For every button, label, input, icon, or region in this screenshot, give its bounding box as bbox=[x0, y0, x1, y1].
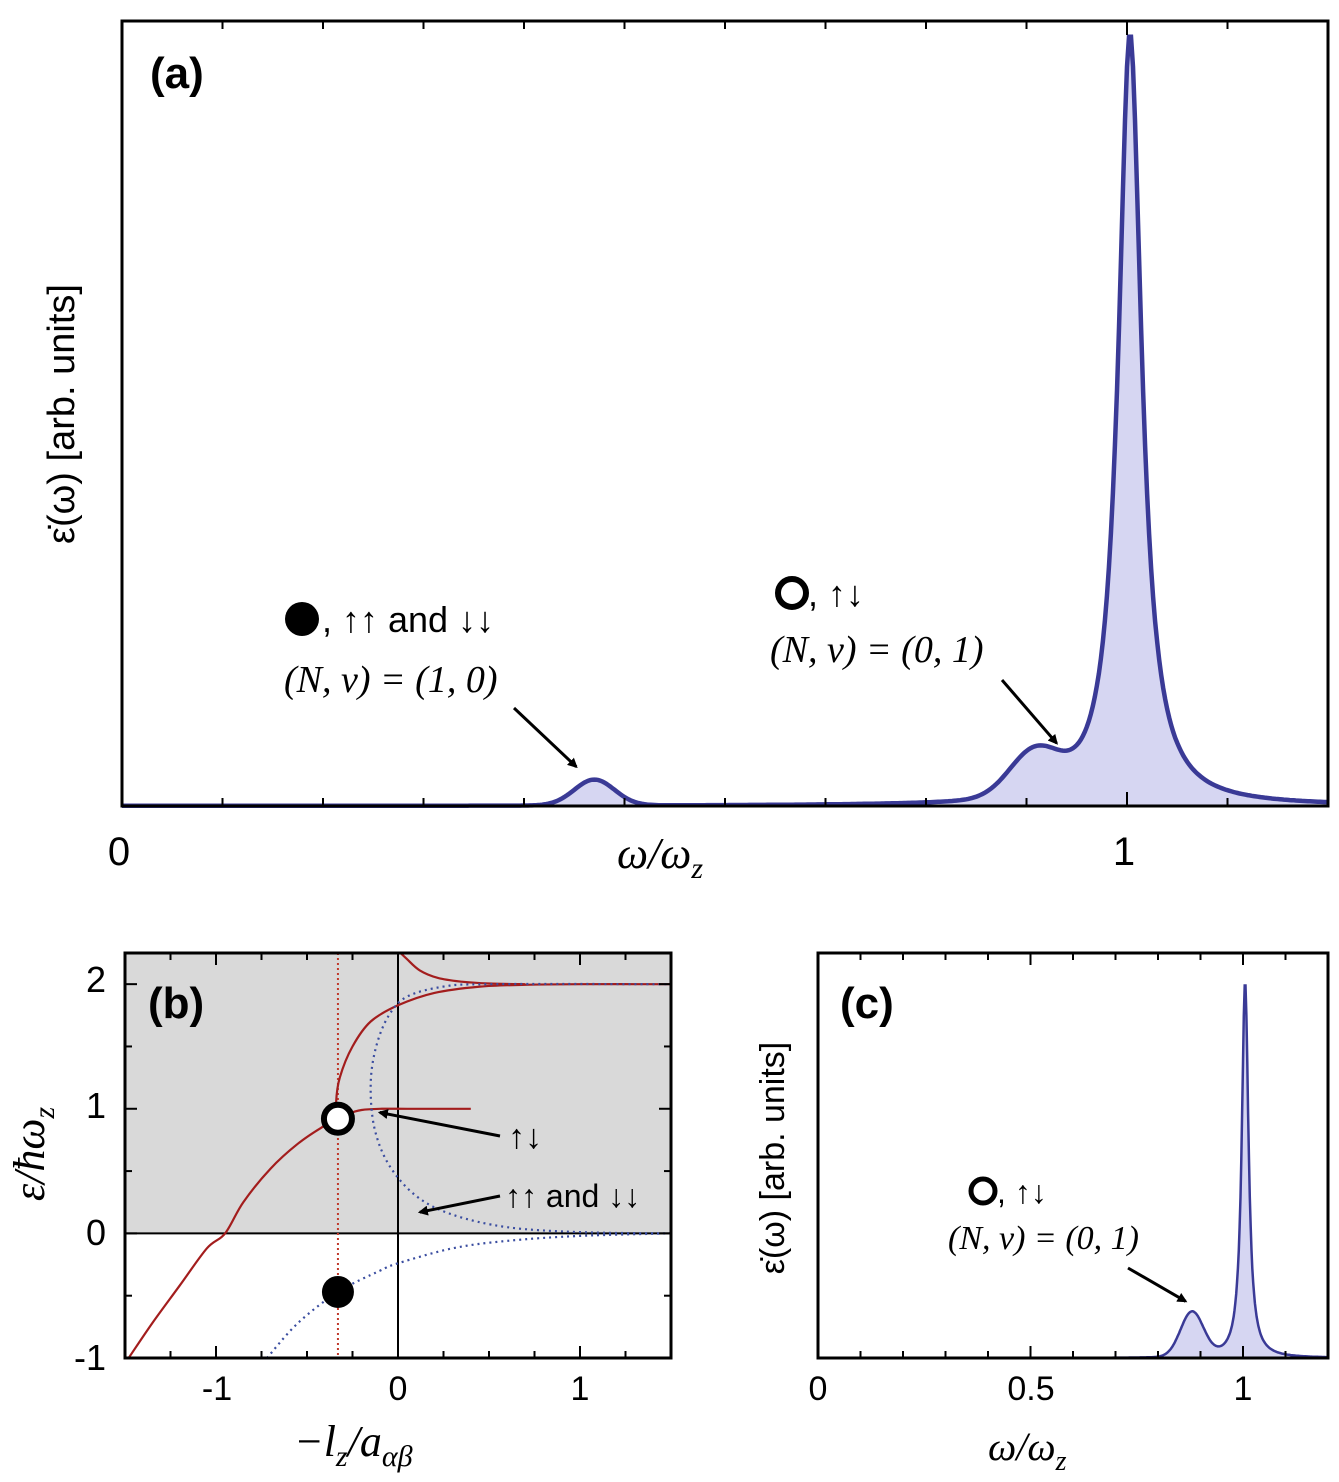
panel-b-xtick-0: 0 bbox=[389, 1370, 408, 1408]
panel-a-annotation-1-line1: , ↑↑ and ↓↓ bbox=[322, 599, 494, 640]
panel-a-arrow-2 bbox=[1000, 679, 1058, 745]
panel-b-annotation-1: ↑↓ bbox=[508, 1118, 542, 1156]
panel-c-xlabel: ω/ωz bbox=[988, 1424, 1067, 1477]
panel-a-annotation-2-line2: (N, ν) = (0, 1) bbox=[770, 629, 983, 671]
panel-b-open-circle-marker bbox=[320, 1101, 355, 1136]
panel-b-annotation-2: ↑↑ and ↓↓ bbox=[505, 1178, 640, 1214]
panel-a-label: (a) bbox=[150, 49, 204, 98]
panel-b-ytick-1: 1 bbox=[86, 1085, 106, 1126]
panel-b-series-5 bbox=[369, 982, 671, 1235]
panel-b-xlabel: −lz/aαβ bbox=[294, 1417, 413, 1473]
panel-b-series-1 bbox=[127, 1117, 339, 1358]
panel-a-xlabel: ω/ωz bbox=[617, 829, 703, 885]
panel-c-annotation-line1: , ↑↓ bbox=[997, 1174, 1047, 1210]
panel-c-ylabel: ε̇(ω) [arb. units] bbox=[754, 1042, 792, 1275]
panel-b-xtick-1: 1 bbox=[571, 1370, 590, 1408]
panel-b-ytick-0: 0 bbox=[86, 1212, 106, 1253]
panel-b-series-3 bbox=[398, 953, 526, 986]
panel-c: (c) 0 0.5 1 ω/ωz ε̇(ω) [arb. units] , ↑↓… bbox=[754, 951, 1330, 1477]
panel-a-open-circle-icon bbox=[775, 576, 809, 610]
panel-c-xtick-05: 0.5 bbox=[1007, 1370, 1054, 1408]
panel-b-ytick-2: 2 bbox=[86, 959, 106, 1000]
panel-b-ticks bbox=[124, 953, 672, 1359]
panel-b-series-2 bbox=[334, 983, 671, 1120]
panel-a-annotation-1-line2: (N, ν) = (1, 0) bbox=[284, 659, 497, 701]
panel-c-xtick-1: 1 bbox=[1234, 1370, 1253, 1408]
panel-b-ylabel: ε/ħωz bbox=[5, 1107, 61, 1202]
panel-b-xtick-neg1: -1 bbox=[202, 1370, 232, 1408]
panel-b-series bbox=[127, 953, 671, 1358]
panel-c-xtick-0: 0 bbox=[809, 1370, 828, 1408]
panel-c-open-circle-icon bbox=[968, 1176, 998, 1206]
panel-c-arrow bbox=[1127, 1266, 1188, 1303]
panel-a-ylabel: ε̇(ω) [arb. units] bbox=[41, 284, 83, 544]
panel-a-arrow-1 bbox=[512, 706, 578, 769]
panel-b: (b) -1 0 1 2 1 0 -1 −lz/aαβ ε/ħωz ↑↓ ↑↑ … bbox=[5, 951, 673, 1473]
panel-b-arrow-1 bbox=[377, 1109, 501, 1138]
panel-a-xtick-1: 1 bbox=[1113, 830, 1135, 874]
panel-a-ticks bbox=[121, 21, 1329, 806]
panel-c-label: (c) bbox=[840, 979, 894, 1028]
panel-b-label: (b) bbox=[148, 979, 204, 1028]
panel-c-annotation-line2: (N, ν) = (0, 1) bbox=[948, 1220, 1139, 1257]
panel-b-ytick-neg1: -1 bbox=[74, 1337, 106, 1378]
panel-a-filled-circle-icon bbox=[285, 602, 319, 636]
panel-c-ticks bbox=[817, 953, 1329, 1358]
panel-b-arrow-2 bbox=[417, 1194, 501, 1216]
panel-a-annotation-2-line1: , ↑↓ bbox=[808, 573, 864, 614]
panel-c-area-fill bbox=[818, 985, 1328, 1358]
panel-a: (a) 0 1 ω/ωz ε̇(ω) [arb. units] , ↑↑ and… bbox=[41, 19, 1330, 885]
panel-b-filled-circle-marker bbox=[321, 1275, 354, 1308]
panel-a-xtick-0: 0 bbox=[108, 830, 130, 874]
